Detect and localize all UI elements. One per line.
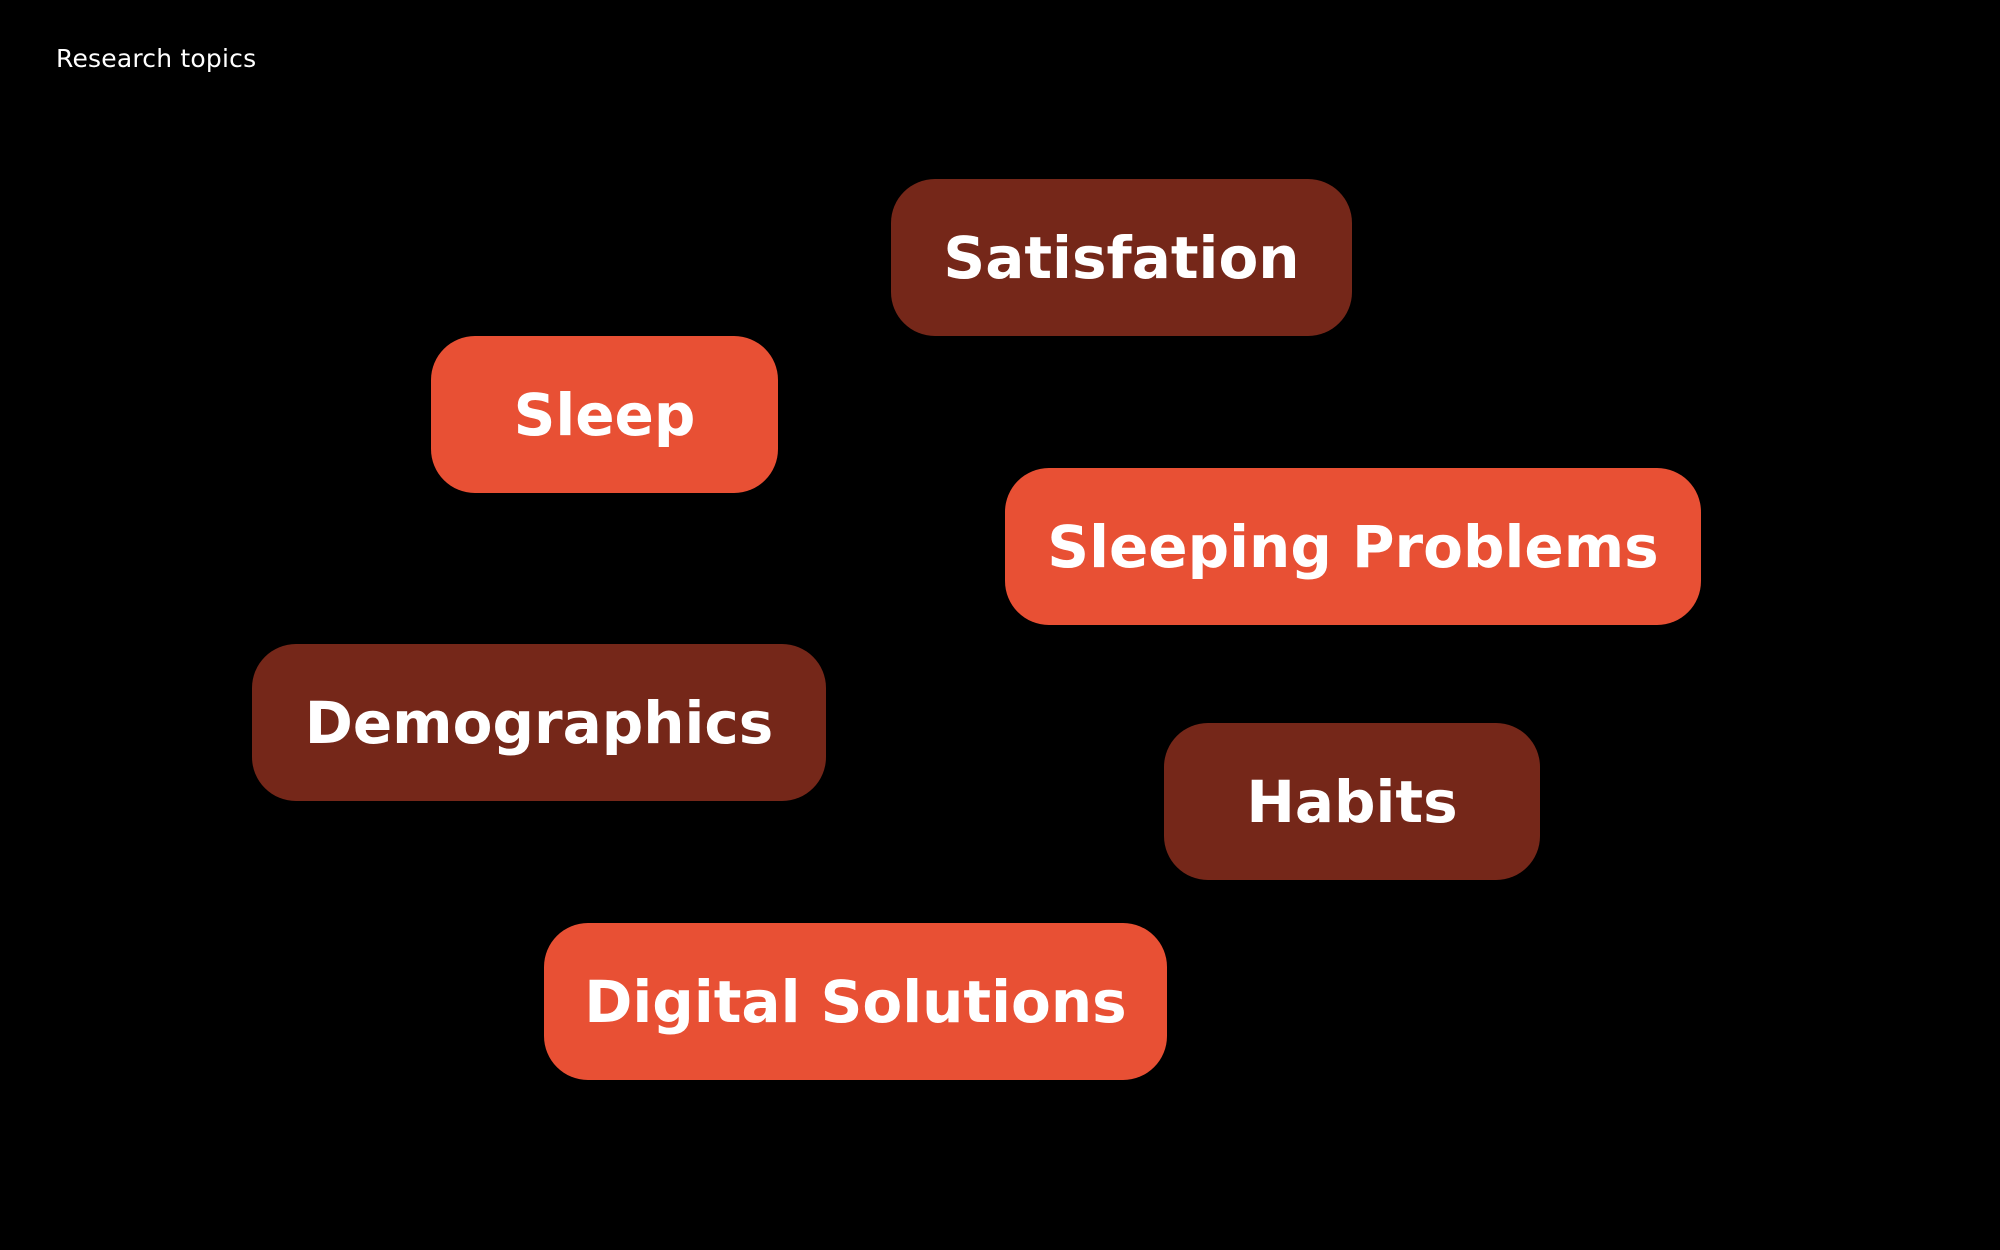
- topic-tag-satisfation[interactable]: Satisfation: [891, 179, 1352, 336]
- topic-tag-digital-solutions[interactable]: Digital Solutions: [544, 923, 1167, 1080]
- topic-tag-demographics[interactable]: Demographics: [252, 644, 826, 801]
- topic-tag-sleep[interactable]: Sleep: [431, 336, 778, 493]
- topic-tag-sleeping-problems[interactable]: Sleeping Problems: [1005, 468, 1701, 625]
- page-title: Research topics: [56, 44, 257, 73]
- topic-tag-habits[interactable]: Habits: [1164, 723, 1540, 880]
